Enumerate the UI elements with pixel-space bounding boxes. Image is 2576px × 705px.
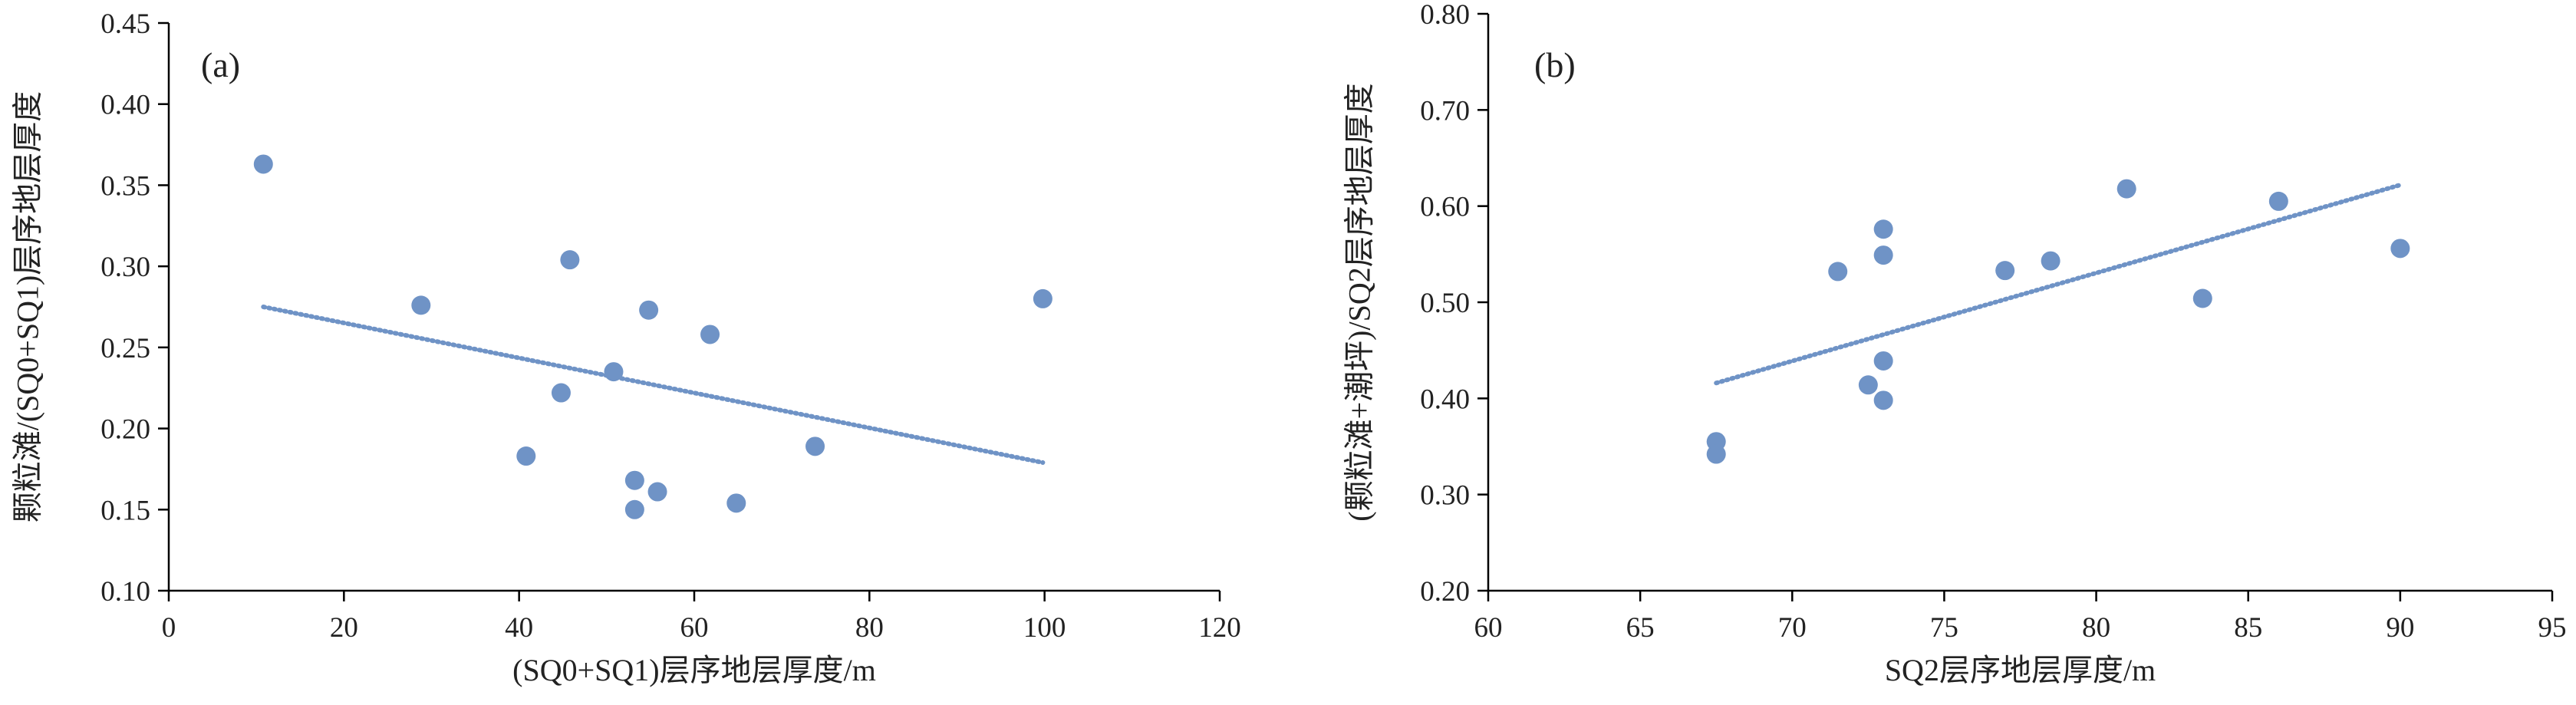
x-tick-label: 60	[680, 612, 709, 644]
y-tick-label: 0.40	[1420, 384, 1470, 415]
y-tick-label: 0.30	[1420, 480, 1470, 512]
data-point	[700, 324, 720, 344]
x-tick-label: 0	[162, 612, 176, 644]
panel-a-scatter-chart: 0.10 0.15 0.20 0.25 0.30 0.35 0.40 0.45 0 20 40 60 8…	[11, 8, 1241, 687]
data-point	[1873, 245, 1893, 265]
x-tick-label: 120	[1198, 612, 1241, 644]
y-tick-label: 0.15	[100, 495, 150, 526]
y-tick-label: 0.30	[100, 252, 150, 283]
data-point	[604, 362, 624, 382]
trend-line	[261, 305, 1046, 465]
y-tick-label: 0.70	[1420, 95, 1470, 127]
data-point	[624, 470, 644, 490]
x-tick-label: 95	[2538, 612, 2567, 644]
y-tick-label: 0.10	[100, 576, 150, 608]
data-point	[1706, 444, 1726, 464]
y-tick-label: 0.45	[100, 8, 150, 40]
x-axis-title: SQ2层序地层厚度/m	[1885, 653, 2156, 687]
y-tick-label: 0.20	[1420, 576, 1470, 608]
trend-line	[1714, 183, 2403, 386]
data-point	[1995, 261, 2015, 281]
panel-b-scatter-chart: 0.20 0.30 0.40 0.50 0.60 0.70 0.80 60 65 70 75 80 85…	[1342, 0, 2567, 687]
data-point	[253, 154, 273, 174]
y-tick-label: 0.25	[100, 333, 150, 364]
data-point	[516, 446, 536, 466]
data-point	[1858, 375, 1878, 395]
data-point	[2116, 179, 2136, 199]
data-point	[2041, 251, 2060, 271]
y-tick-label: 0.50	[1420, 288, 1470, 319]
data-point	[1873, 390, 1893, 410]
data-point	[2192, 288, 2212, 308]
data-point	[647, 482, 667, 502]
data-point	[2390, 239, 2410, 259]
x-tick-label: 100	[1023, 612, 1066, 644]
data-point	[624, 499, 644, 519]
y-axis-title: (颗粒滩+潮坪)/SQ2层序地层厚度	[1342, 83, 1377, 521]
y-tick-label: 0.60	[1420, 192, 1470, 223]
x-tick-label: 20	[330, 612, 358, 644]
data-point	[726, 493, 746, 513]
data-point	[1033, 288, 1052, 308]
x-tick-label: 70	[1778, 612, 1807, 644]
data-point	[411, 295, 431, 315]
x-tick-label: 90	[2386, 612, 2414, 644]
y-tick-label: 0.20	[100, 414, 150, 446]
x-tick-label: 80	[2082, 612, 2110, 644]
x-tick-label: 85	[2234, 612, 2262, 644]
data-point	[639, 300, 659, 320]
data-point	[1828, 262, 1848, 282]
x-tick-label: 75	[1930, 612, 1958, 644]
data-point	[2268, 191, 2288, 211]
data-point	[560, 250, 580, 270]
panel-label: (b)	[1534, 45, 1576, 84]
data-point	[551, 383, 571, 403]
x-tick-label: 40	[505, 612, 533, 644]
x-tick-label: 60	[1474, 612, 1503, 644]
data-point	[1873, 351, 1893, 371]
y-axis-title: 颗粒滩/(SQ0+SQ1)层序地层厚度	[11, 91, 45, 523]
data-point	[805, 437, 825, 456]
x-tick-label: 80	[855, 612, 884, 644]
panel-label: (a)	[201, 45, 240, 84]
y-tick-label: 0.35	[100, 170, 150, 202]
x-tick-label: 65	[1626, 612, 1655, 644]
x-axis-title: (SQ0+SQ1)层序地层厚度/m	[512, 653, 876, 687]
y-tick-label: 0.80	[1420, 0, 1470, 31]
y-tick-label: 0.40	[100, 90, 150, 121]
data-point	[1873, 219, 1893, 239]
